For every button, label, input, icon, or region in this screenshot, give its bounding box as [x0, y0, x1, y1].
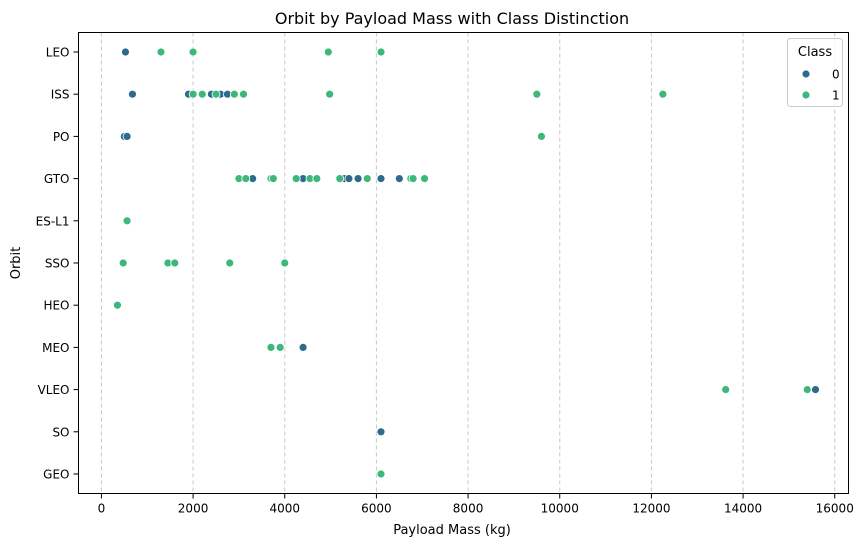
y-tick-label: GTO [44, 172, 70, 186]
data-point-class-1 [197, 89, 207, 99]
x-tick-label: 12000 [632, 502, 670, 516]
data-point-class-0 [344, 174, 354, 184]
data-point-class-1 [188, 47, 198, 57]
y-tick-label: SO [52, 425, 69, 439]
x-tick-label: 8000 [453, 502, 484, 516]
data-point-class-0 [122, 131, 132, 141]
grid-layer [100, 32, 836, 494]
data-point-class-1 [170, 258, 180, 268]
data-point-class-1 [188, 89, 198, 99]
data-point-class-1 [275, 342, 285, 352]
x-tick-label: 16000 [816, 502, 854, 516]
y-tick-label: ISS [51, 88, 70, 102]
data-point-class-1 [229, 89, 239, 99]
y-tick-label: PO [53, 130, 70, 144]
y-tick-label: LEO [46, 46, 70, 60]
data-point-class-1 [122, 216, 132, 226]
y-tick-label: GEO [43, 468, 69, 482]
y-tick-label: ES-L1 [36, 214, 70, 228]
legend: Class 0 1 [787, 38, 843, 107]
legend-marker-class-0 [801, 69, 811, 79]
y-tick-label: VLEO [38, 383, 70, 397]
data-point-class-0 [298, 342, 308, 352]
data-point-class-1 [802, 385, 812, 395]
data-point-class-1 [335, 174, 345, 184]
data-point-class-1 [156, 47, 166, 57]
data-point-class-1 [376, 469, 386, 479]
y-tick-label: MEO [42, 341, 69, 355]
data-point-class-1 [721, 385, 731, 395]
data-point-class-1 [266, 342, 276, 352]
x-tick-label: 10000 [541, 502, 579, 516]
data-point-class-1 [323, 47, 333, 57]
legend-marker-class-1 [801, 90, 811, 100]
y-tick-label: HEO [43, 299, 69, 313]
x-tick-label: 2000 [178, 502, 209, 516]
data-point-class-1 [118, 258, 128, 268]
data-point-class-1 [211, 89, 221, 99]
legend-label-class-0: 0 [832, 68, 840, 82]
data-point-class-0 [353, 174, 363, 184]
data-point-class-1 [312, 174, 322, 184]
data-point-class-1 [241, 174, 251, 184]
data-point-class-0 [376, 427, 386, 437]
legend-label-class-1: 1 [832, 89, 840, 103]
data-point-class-1 [658, 89, 668, 99]
x-axis-label: Payload Mass (kg) [393, 523, 511, 538]
y-axis-label: Orbit [9, 247, 24, 280]
data-point-class-0 [376, 174, 386, 184]
data-point-class-0 [394, 174, 404, 184]
data-point-class-1 [376, 47, 386, 57]
data-point-class-1 [537, 131, 546, 141]
data-point-class-0 [121, 47, 130, 57]
data-point-class-1 [532, 89, 542, 99]
y-tick-label: SSO [45, 257, 70, 271]
data-point-class-1 [408, 174, 418, 184]
data-point-class-1 [225, 258, 235, 268]
chart-title: Orbit by Payload Mass with Class Distinc… [275, 9, 629, 28]
data-point-class-1 [113, 300, 122, 310]
legend-box [787, 38, 843, 107]
data-point-class-1 [420, 174, 429, 184]
data-point-class-1 [268, 174, 278, 184]
data-point-class-1 [291, 174, 301, 184]
x-tick-label: 6000 [361, 502, 392, 516]
data-point-class-0 [811, 385, 820, 395]
data-point-class-0 [128, 89, 137, 99]
axis-layer: 0 2000 4000 6000 8000 10000 12000 14000 16000 LEO… [36, 46, 854, 516]
points-layer [113, 47, 820, 479]
data-point-class-1 [325, 89, 335, 99]
legend-title: Class [798, 45, 832, 60]
data-point-class-1 [362, 174, 372, 184]
data-point-class-1 [239, 89, 248, 99]
plot-frame [78, 32, 849, 494]
x-tick-label: 0 [98, 502, 106, 516]
data-point-class-1 [280, 258, 290, 268]
x-tick-label: 14000 [724, 502, 762, 516]
x-tick-label: 4000 [269, 502, 300, 516]
